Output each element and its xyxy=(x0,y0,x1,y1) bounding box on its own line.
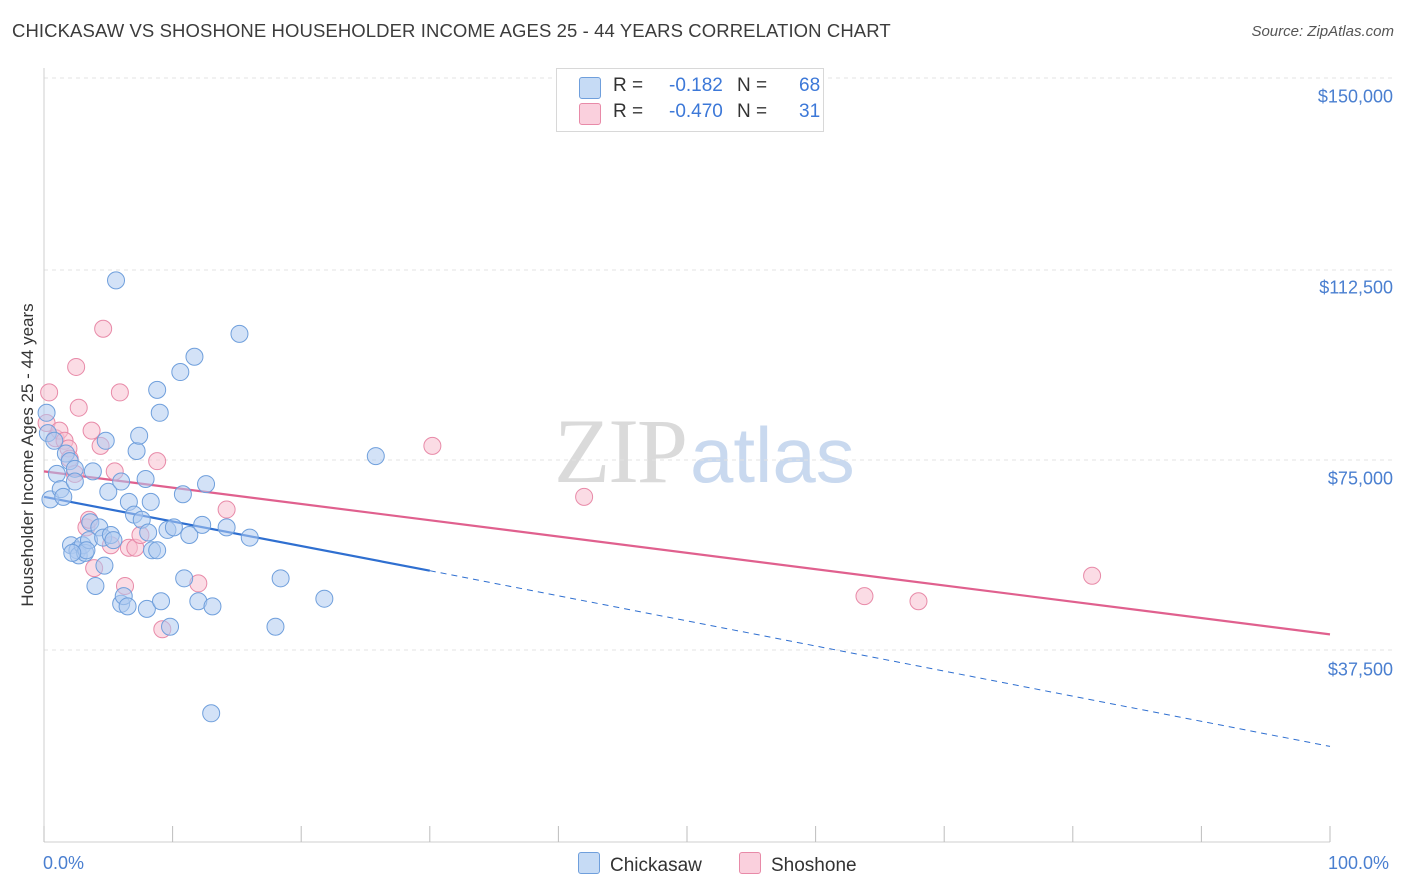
shoshone-point xyxy=(148,452,167,471)
chickasaw-point xyxy=(217,518,236,537)
shoshone-point xyxy=(575,487,594,506)
shoshone-point xyxy=(82,421,101,440)
chickasaw-point xyxy=(139,523,158,542)
shoshone-point xyxy=(423,436,442,455)
shoshone-point xyxy=(110,383,129,402)
chickasaw-point xyxy=(104,531,123,550)
trend-line-chickasaw xyxy=(43,495,431,572)
trend-line-chickasaw-extrapolated xyxy=(429,570,1331,747)
chickasaw-point xyxy=(47,464,66,483)
legend-label-chickasaw: Chickasaw xyxy=(610,855,702,876)
y-tick-label: $37,500 xyxy=(1327,659,1393,680)
chart-title: CHICKASAW VS SHOSHONE HOUSEHOLDER INCOME… xyxy=(12,20,891,41)
chickasaw-point xyxy=(197,475,216,494)
y-tick-label: $112,500 xyxy=(1319,277,1393,298)
chickasaw-point xyxy=(112,472,131,491)
shoshone-point xyxy=(217,500,236,519)
shoshone-point xyxy=(94,319,113,338)
shoshone-point xyxy=(69,398,88,417)
chickasaw-point xyxy=(107,271,126,290)
chickasaw-point xyxy=(118,597,137,616)
legend-label-shoshone: Shoshone xyxy=(771,855,857,876)
x-tick-max: 100.0% xyxy=(1328,853,1390,873)
x-tick-min: 0.0% xyxy=(43,853,85,873)
shoshone-point xyxy=(1083,566,1102,585)
chickasaw-point xyxy=(230,324,249,343)
chickasaw-point xyxy=(127,441,146,460)
watermark: ZIPatlas xyxy=(554,398,855,504)
data-points xyxy=(37,271,1102,723)
shoshone-swatch xyxy=(579,103,601,125)
chickasaw-point xyxy=(137,599,156,618)
chickasaw-point xyxy=(266,617,285,636)
watermark-atlas: atlas xyxy=(690,411,855,499)
chickasaw-point xyxy=(171,363,190,382)
shoshone-swatch xyxy=(739,852,761,874)
chickasaw-point xyxy=(240,528,259,547)
chickasaw-point xyxy=(193,515,212,534)
chickasaw-point xyxy=(83,462,102,481)
chickasaw-point xyxy=(148,380,167,399)
gridlines xyxy=(44,77,1395,651)
chickasaw-swatch xyxy=(578,852,600,874)
correlation-legend: R = -0.182 N = 68 R = -0.470 N = 31 xyxy=(556,68,824,132)
legend-n-value: 31 xyxy=(799,101,821,122)
legend-n-label: N = xyxy=(737,101,768,122)
trend-line-shoshone xyxy=(43,470,1331,636)
chickasaw-point xyxy=(86,576,105,595)
watermark-zip: ZIP xyxy=(554,400,688,502)
chickasaw-point xyxy=(141,492,160,511)
legend-r-label: R = xyxy=(613,75,644,96)
chickasaw-point xyxy=(315,589,334,608)
chickasaw-point xyxy=(150,403,169,422)
chickasaw-point xyxy=(175,569,194,588)
chickasaw-point xyxy=(65,472,84,491)
chickasaw-point xyxy=(45,431,64,450)
chickasaw-point xyxy=(130,426,149,445)
chickasaw-point xyxy=(180,526,199,545)
axes xyxy=(43,68,1331,843)
chickasaw-point xyxy=(164,518,183,537)
chickasaw-point xyxy=(203,597,222,616)
chickasaw-point xyxy=(173,485,192,504)
chickasaw-point xyxy=(136,470,155,488)
chickasaw-point xyxy=(202,704,221,723)
chickasaw-point xyxy=(152,592,171,611)
chickasaw-point xyxy=(99,482,118,501)
legend-n-value: 68 xyxy=(799,75,821,96)
chickasaw-point xyxy=(54,487,73,506)
chickasaw-point xyxy=(185,347,204,366)
chickasaw-point xyxy=(37,403,56,422)
chickasaw-point xyxy=(161,617,180,636)
chickasaw-point xyxy=(148,541,167,560)
y-axis-label: Householder Income Ages 25 - 44 years xyxy=(18,303,37,607)
legend-n-label: N = xyxy=(737,75,768,96)
legend-r-value: -0.182 xyxy=(669,75,723,96)
legend-item-shoshone: Shoshone xyxy=(739,852,857,877)
y-tick-label: $150,000 xyxy=(1317,86,1393,107)
shoshone-point xyxy=(855,587,874,606)
legend-r-label: R = xyxy=(613,101,644,122)
chickasaw-point xyxy=(63,543,82,562)
legend-r-value: -0.470 xyxy=(669,101,723,122)
trend-lines xyxy=(43,470,1331,747)
source-credit: Source: ZipAtlas.com xyxy=(1251,23,1394,40)
shoshone-point xyxy=(909,592,928,611)
chickasaw-point xyxy=(366,447,385,466)
legend-item-chickasaw: Chickasaw xyxy=(578,852,702,877)
chickasaw-point xyxy=(271,569,290,588)
y-tick-label: $75,000 xyxy=(1327,468,1393,489)
chickasaw-point xyxy=(95,556,114,575)
chickasaw-swatch xyxy=(579,77,601,99)
shoshone-point xyxy=(67,357,86,376)
shoshone-point xyxy=(40,383,59,402)
chickasaw-point xyxy=(96,431,115,450)
